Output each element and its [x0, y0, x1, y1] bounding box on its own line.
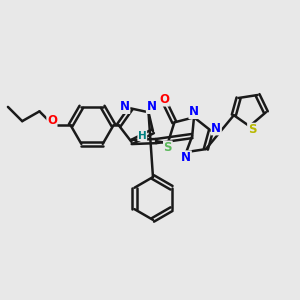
Text: O: O: [159, 93, 169, 106]
Text: H: H: [138, 130, 147, 141]
Text: N: N: [211, 122, 221, 135]
Text: N: N: [120, 100, 130, 113]
Text: O: O: [47, 114, 57, 128]
Text: S: S: [248, 123, 256, 136]
Text: N: N: [189, 106, 199, 118]
Text: N: N: [181, 151, 191, 164]
Text: S: S: [164, 141, 172, 154]
Text: N: N: [146, 100, 157, 113]
